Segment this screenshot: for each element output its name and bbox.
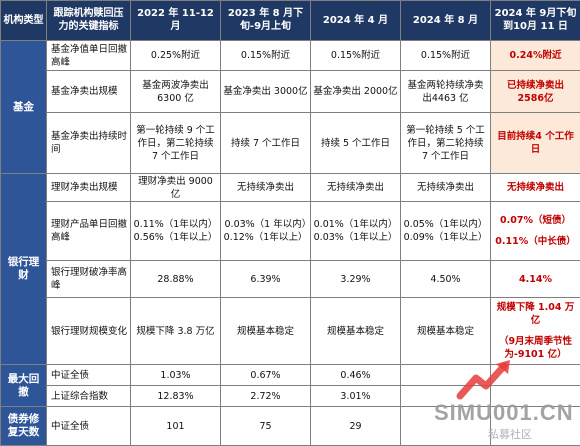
header-institution-type: 机构类型 (0, 0, 47, 41)
value-cell: 0.01%（1年以内）0.03%（1年以上） (310, 201, 401, 262)
indicator-cell: 基金净值单日回撤高峰 (46, 39, 131, 72)
value-cell: 0.05%（1年以内）0.09%（1年以上） (400, 201, 491, 262)
value-cell (490, 364, 580, 387)
indicator-cell: 中证全债 (46, 406, 131, 446)
value-cell (490, 406, 580, 446)
table-row: 基金 基金净值单日回撤高峰 0.25%附近 0.15%附近 0.15%附近 0.… (0, 39, 580, 175)
table-row: 银行理财规模变化 规模下降 3.8 万亿 规模基本稳定 规模基本稳定 规模基本稳… (1, 296, 580, 366)
table-row: 基金净卖出规模 基金两波净卖出6300 亿 基金净卖出 3000亿 基金净卖出 … (1, 70, 580, 114)
table-row: 基金净卖出持续时间 第一轮持续 9 个工作日，第二轮持续 7 个工作日 持续 7… (1, 112, 580, 175)
group-repair-days: 债券修复天数 (0, 406, 47, 446)
header-2024-apr: 2024 年 4 月 (310, 0, 401, 41)
value-cell: 无持续净卖出 (310, 173, 401, 203)
group-max-drawdown: 最大回撤 (0, 364, 47, 408)
value-cell (400, 385, 491, 408)
table-row: 最大回撤 中证全债 1.03% 0.67% 0.46% (0, 364, 580, 408)
indicator-cell: 中证全债 (46, 364, 131, 387)
highlight-cell: 4.14% (490, 260, 580, 298)
group-wealth: 银行理财 (0, 173, 47, 366)
indicator-cell: 银行理财破净率高峰 (46, 260, 131, 298)
value-cell: 75 (220, 406, 311, 446)
value-cell: 规模基本稳定 (220, 296, 311, 366)
indicator-cell: 理财净卖出规模 (46, 173, 131, 203)
value-cell: 基金两波净卖出6300 亿 (130, 70, 221, 114)
value-cell (400, 406, 491, 446)
value-cell: 101 (130, 406, 221, 446)
value-cell: 12.83% (130, 385, 221, 408)
highlight-cell: 0.24%附近 (490, 39, 580, 72)
highlight-cell: 目前持续4 个工作日 (490, 112, 580, 175)
value-cell: 基金两轮持续净卖出4463 亿 (400, 70, 491, 114)
header-2022-nov-dec: 2022 年 11-12月 (130, 0, 221, 41)
value-cell: 无持续净卖出 (220, 173, 311, 203)
value-cell: 0.11%（1年以内）0.56%（1年以上） (130, 201, 221, 262)
scale-change-value: 规模下降 1.04 万亿 (496, 302, 575, 327)
highlight-cell: 0.07%（短债） 0.11%（中长债） (490, 201, 580, 262)
header-2024-aug: 2024 年 8 月 (400, 0, 491, 41)
value-cell (400, 364, 491, 387)
long-bond-value: 0.11%（中长债） (495, 236, 576, 248)
table-row: 银行理财 理财净卖出规模 理财净卖出 9000 亿 无持续净卖出 无持续净卖出 … (0, 173, 580, 366)
value-cell: 持续 5 个工作日 (310, 112, 401, 175)
indicator-cell: 上证综合指数 (46, 385, 131, 408)
indicator-cell: 基金净卖出持续时间 (46, 112, 131, 175)
indicator-cell: 理财产品单日回撤高峰 (46, 201, 131, 262)
table-row: 理财产品单日回撤高峰 0.11%（1年以内）0.56%（1年以上） 0.03%（… (1, 201, 580, 262)
table-row: 债券修复天数 中证全债 101 75 29 (0, 406, 580, 446)
value-cell: 持续 7 个工作日 (220, 112, 311, 175)
value-cell: 3.29% (310, 260, 401, 298)
value-cell: 2.72% (220, 385, 311, 408)
header-indicator: 跟踪机构赎回压力的关键指标 (46, 0, 131, 41)
value-cell: 0.46% (310, 364, 401, 387)
value-cell: 理财净卖出 9000 亿 (130, 173, 221, 203)
value-cell: 3.01% (310, 385, 401, 408)
value-cell: 0.03%（1 年以内）0.12%（1年以上） (220, 201, 311, 262)
header-2024-sep-oct: 2024 年 9月下旬到10月 11 日 (490, 0, 580, 41)
value-cell: 28.88% (130, 260, 221, 298)
value-cell: 6.39% (220, 260, 311, 298)
value-cell: 无持续净卖出 (400, 173, 491, 203)
value-cell: 规模基本稳定 (400, 296, 491, 366)
highlight-cell: 规模下降 1.04 万亿 （9月末周季节性为-9101 亿） (490, 296, 580, 366)
value-cell: 规模下降 3.8 万亿 (130, 296, 221, 366)
value-cell: 0.15%附近 (400, 39, 491, 72)
value-cell (490, 385, 580, 408)
value-cell: 第一轮持续 9 个工作日，第二轮持续 7 个工作日 (130, 112, 221, 175)
value-cell: 基金净卖出 2000亿 (310, 70, 401, 114)
group-fund: 基金 (0, 39, 47, 175)
table-row: 银行理财破净率高峰 28.88% 6.39% 3.29% 4.50% 4.14% (1, 260, 580, 298)
indicator-cell: 银行理财规模变化 (46, 296, 131, 366)
seasonal-note: （9月末周季节性为-9101 亿） (498, 336, 573, 361)
header-row: 机构类型 跟踪机构赎回压力的关键指标 2022 年 11-12月 2023 年 … (0, 0, 580, 41)
table-row: 上证综合指数 12.83% 2.72% 3.01% (1, 385, 580, 408)
highlight-cell: 无持续净卖出 (490, 173, 580, 203)
value-cell: 0.15%附近 (310, 39, 401, 72)
indicator-cell: 基金净卖出规模 (46, 70, 131, 114)
short-bond-value: 0.07%（短债） (500, 215, 571, 227)
value-cell: 4.50% (400, 260, 491, 298)
header-2023-aug-sep: 2023 年 8 月下旬-9月上旬 (220, 0, 311, 41)
value-cell: 基金净卖出 3000亿 (220, 70, 311, 114)
value-cell: 规模基本稳定 (310, 296, 401, 366)
highlight-cell: 已持续净卖出 2586亿 (490, 70, 580, 114)
value-cell: 0.25%附近 (130, 39, 221, 72)
value-cell: 1.03% (130, 364, 221, 387)
value-cell: 第一轮持续 5 个工作日，第二轮持续 7 个工作日 (400, 112, 491, 175)
value-cell: 0.15%附近 (220, 39, 311, 72)
value-cell: 29 (310, 406, 401, 446)
value-cell: 0.67% (220, 364, 311, 387)
